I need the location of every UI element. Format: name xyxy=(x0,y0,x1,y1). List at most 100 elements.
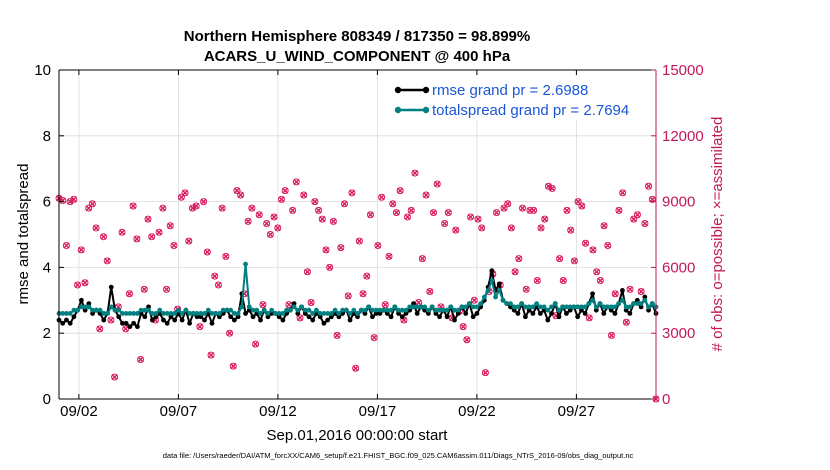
obs-assimilated-marker xyxy=(385,253,393,260)
spread-point xyxy=(530,304,536,310)
spread-point xyxy=(552,301,558,306)
rmse-point xyxy=(608,307,614,313)
rmse-point xyxy=(623,307,629,313)
rmse-point xyxy=(120,320,125,326)
obs-assimilated-marker xyxy=(556,255,563,262)
spread-point xyxy=(105,311,110,316)
spread-point xyxy=(190,311,196,316)
obs-possible-marker xyxy=(59,197,67,205)
spread-point xyxy=(638,301,644,306)
spread-point xyxy=(537,304,543,310)
obs-assimilated-marker xyxy=(478,224,485,232)
spread-point xyxy=(429,304,435,310)
legend-marker-spread-a xyxy=(394,106,402,114)
obs-possible-marker xyxy=(333,331,341,339)
obs-assimilated-marker xyxy=(181,189,189,196)
spread-point xyxy=(616,301,622,306)
rmse-point xyxy=(526,307,532,313)
spread-point xyxy=(280,311,286,316)
obs-possible-marker xyxy=(329,217,337,225)
obs-possible-marker xyxy=(407,206,415,214)
rmse-point xyxy=(209,320,215,326)
obs-possible-marker xyxy=(107,316,115,324)
obs-assimilated-marker xyxy=(163,286,170,293)
rmse-point xyxy=(131,320,137,326)
obs-assimilated-marker xyxy=(597,277,604,284)
obs-possible-marker xyxy=(315,206,323,214)
obs-assimilated-marker xyxy=(315,207,322,214)
rmse-point xyxy=(556,314,562,320)
spread-point xyxy=(284,307,290,313)
y-left-tick-label: 8 xyxy=(43,128,51,145)
obs-possible-marker xyxy=(355,237,363,245)
obs-possible-marker xyxy=(574,198,582,206)
obs-assimilated-marker xyxy=(300,191,307,199)
obs-assimilated-marker xyxy=(493,209,500,216)
spread-point xyxy=(142,307,148,313)
spread-point xyxy=(590,297,595,303)
rmse-point xyxy=(168,314,174,320)
spread-point xyxy=(649,301,655,306)
rmse-point xyxy=(384,311,390,316)
obs-possible-marker xyxy=(637,288,645,296)
obs-possible-marker xyxy=(270,213,278,221)
spread-point xyxy=(526,304,532,310)
obs-possible-marker xyxy=(200,198,208,206)
spread-point xyxy=(198,311,204,316)
obs-assimilated-marker xyxy=(615,207,623,214)
spread-point xyxy=(120,311,125,316)
obs-assimilated-marker xyxy=(233,187,241,194)
legend-label-spread: totalspread grand pr = 2.7694 xyxy=(432,102,629,119)
y-axis-left-label: rmse and totalspread xyxy=(15,164,32,305)
spread-point xyxy=(246,304,252,310)
obs-possible-marker xyxy=(389,200,397,208)
spread-point xyxy=(366,304,372,310)
obs-possible-marker xyxy=(129,202,137,210)
spread-point xyxy=(392,304,398,310)
obs-assimilated-marker xyxy=(619,189,626,196)
spread-point xyxy=(317,311,323,316)
rmse-point xyxy=(198,314,204,320)
obs-assimilated-marker xyxy=(404,213,411,221)
spread-point xyxy=(478,301,484,306)
spread-point xyxy=(176,307,181,313)
spread-point xyxy=(377,307,383,313)
y-right-tick-label: 6000 xyxy=(662,259,695,276)
obs-possible-marker xyxy=(511,268,519,276)
spread-point xyxy=(608,304,614,310)
legend-box xyxy=(390,76,652,120)
rmse-point xyxy=(578,307,584,313)
obs-possible-marker xyxy=(181,189,189,197)
obs-possible-marker xyxy=(352,364,360,372)
spread-point xyxy=(295,307,301,313)
obs-possible-marker xyxy=(582,239,590,247)
spread-point xyxy=(172,311,178,316)
obs-possible-marker xyxy=(363,272,371,280)
spread-point xyxy=(64,311,69,316)
obs-assimilated-marker xyxy=(282,187,289,194)
obs-possible-marker xyxy=(493,209,501,217)
rmse-point xyxy=(291,301,297,306)
obs-assimilated-marker xyxy=(270,213,278,221)
spread-point xyxy=(500,297,506,303)
obs-possible-marker xyxy=(608,331,616,339)
obs-assimilated-marker xyxy=(600,222,608,229)
spread-point xyxy=(157,307,163,313)
obs-assimilated-marker xyxy=(278,196,285,203)
spread-point xyxy=(519,301,525,306)
obs-assimilated-marker xyxy=(78,246,85,253)
y-right-tick-label: 12000 xyxy=(662,128,704,145)
spread-point xyxy=(623,304,629,310)
obs-possible-marker xyxy=(188,204,196,212)
obs-assimilated-marker xyxy=(578,202,585,210)
obs-assimilated-marker xyxy=(326,264,333,271)
spread-point xyxy=(194,311,200,316)
rmse-point xyxy=(470,314,476,320)
obs-assimilated-marker xyxy=(204,248,211,256)
obs-possible-marker xyxy=(567,226,575,234)
rmse-point xyxy=(127,324,133,330)
obs-assimilated-marker xyxy=(482,369,489,376)
rmse-point xyxy=(172,317,178,323)
obs-possible-marker xyxy=(619,189,627,197)
spread-point xyxy=(403,307,409,313)
